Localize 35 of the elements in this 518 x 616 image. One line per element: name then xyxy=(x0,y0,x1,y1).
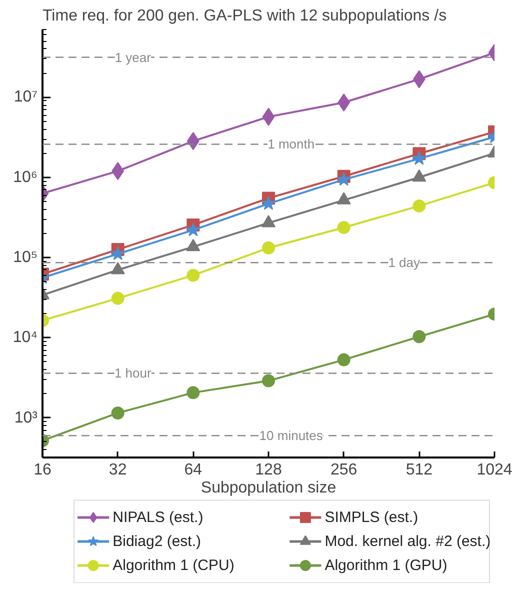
ref-line-label: 1 month xyxy=(268,136,315,152)
x-tick-label: 1024 xyxy=(476,462,512,478)
legend-label: Bidiag2 (est.) xyxy=(112,533,201,550)
y-tick-label: 10⁶ xyxy=(13,168,38,186)
y-tick-label: 10³ xyxy=(14,409,38,426)
ref-line-label: 1 hour xyxy=(114,366,152,381)
chart-title: Time req. for 200 gen. GA-PLS with 12 subpopulations /s xyxy=(42,8,447,24)
legend-label: Algorithm 1 (GPU) xyxy=(324,557,448,574)
x-tick-label: 256 xyxy=(330,462,358,478)
ref-line-label: 1 year xyxy=(114,50,152,65)
x-tick-label: 16 xyxy=(34,462,52,478)
point xyxy=(262,241,275,254)
point xyxy=(336,172,351,186)
legend-label: SIMPLS (est.) xyxy=(324,509,418,526)
point xyxy=(186,268,200,282)
x-tick-label: 64 xyxy=(184,462,202,478)
legend-label: NIPALS (est.) xyxy=(112,509,204,526)
legend-label: Algorithm 1 (CPU) xyxy=(112,557,234,574)
y-tick-label: 10⁵ xyxy=(13,249,38,266)
ref-line-label: 10 minutes xyxy=(259,428,324,444)
point xyxy=(262,374,275,388)
point xyxy=(261,196,276,210)
legend-label: Mod. kernel alg. #2 (est.) xyxy=(324,533,491,550)
x-tick-label: 128 xyxy=(255,462,282,478)
y-tick-label: 10⁷ xyxy=(14,88,38,106)
y-tick-label: 10⁴ xyxy=(12,329,38,346)
point xyxy=(337,353,350,366)
point xyxy=(186,386,200,400)
point xyxy=(337,221,350,234)
x-tick-label: 512 xyxy=(406,462,433,478)
point xyxy=(186,222,200,236)
x-axis-title: Subpopulation size xyxy=(200,480,336,496)
point xyxy=(262,108,275,126)
ref-line-label: 1 day xyxy=(388,255,420,270)
x-tick-label: 32 xyxy=(108,462,127,478)
